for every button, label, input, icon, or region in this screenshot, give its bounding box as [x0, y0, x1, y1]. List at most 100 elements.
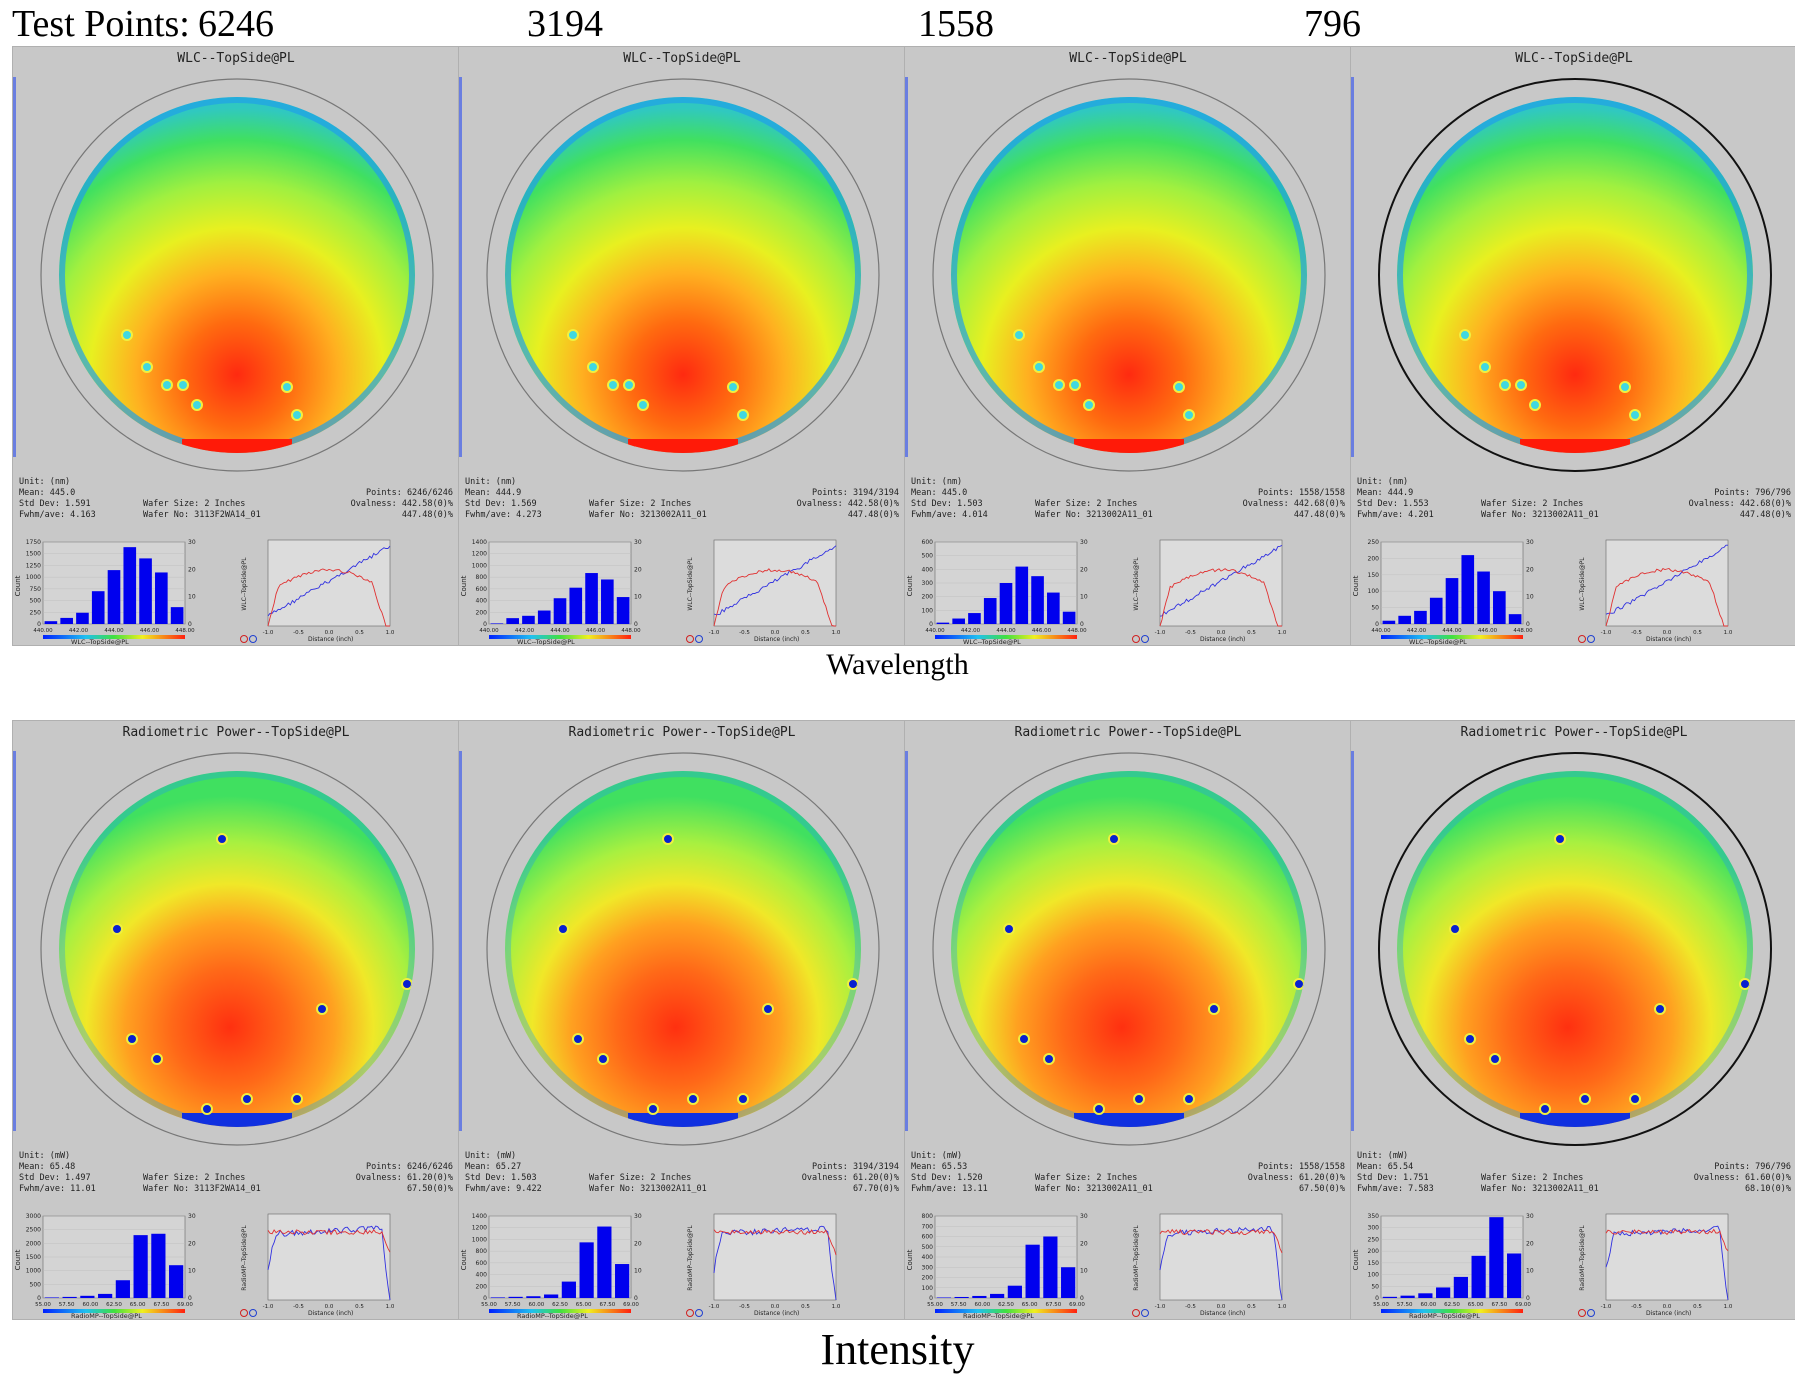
- defect-spot: [607, 379, 619, 391]
- defect-spot: [1108, 833, 1120, 845]
- wafer-size: Wafer Size: 2 Inches: [589, 499, 692, 509]
- hist-colorbar: [1381, 635, 1523, 639]
- hist-y-tick: 800: [476, 574, 488, 581]
- ovalness: Ovalness: 442.68(0)%: [1242, 499, 1345, 509]
- points-info: Points: 796/796 Ovalness: 442.68(0)% 447.4…: [1651, 488, 1791, 521]
- profile-line-red: [713, 1229, 837, 1256]
- hist-y-tick: 300: [922, 1264, 934, 1271]
- hist-bar: [1477, 571, 1490, 624]
- hist-x-label: WLC--TopSide@PL: [517, 638, 575, 646]
- zoom-out-icon: [240, 635, 248, 643]
- hist-pct-tick: 20: [1080, 566, 1088, 573]
- hist-x-tick: 446.00: [140, 628, 160, 634]
- hist-pct-tick: 10: [1526, 594, 1534, 601]
- hist-x-tick: 440.00: [33, 628, 53, 634]
- hist-pct-tick: 30: [1080, 539, 1088, 546]
- points-count: Points: 1558/1558: [1258, 1162, 1345, 1172]
- test-points-count-4: 796: [1304, 3, 1361, 45]
- test-points-label: Test Points:: [12, 3, 190, 45]
- hist-y-label: Count: [906, 575, 914, 596]
- hist-bar: [579, 1242, 594, 1298]
- defect-spot: [597, 1053, 609, 1065]
- hist-x-tick: 62.50: [998, 1302, 1014, 1308]
- hist-bar: [1471, 1255, 1486, 1298]
- stats-block: Unit: (mW) Mean: 65.53 Std Dev: 1.520 Fwhm/…: [911, 1151, 988, 1195]
- y-scale-bar: [905, 751, 908, 1131]
- points-info: Points: 6246/6246 Ovalness: 61.20(0)% 67.5…: [313, 1162, 453, 1195]
- hist-x-tick: 448.00: [1513, 628, 1533, 634]
- hist-pct-tick: 0: [634, 1295, 638, 1302]
- ovalness: Ovalness: 61.20(0)%: [355, 1173, 453, 1183]
- histogram-chart: Count 0 100 200 300 400 500 600 700 800 0 10 20 30 55.…: [906, 1213, 1088, 1319]
- ovalness: Ovalness: 61.60(0)%: [1693, 1173, 1791, 1183]
- hist-bar: [990, 1293, 1005, 1298]
- hist-bar: [972, 1295, 987, 1298]
- defect-spot: [177, 379, 189, 391]
- zoom-in-icon: [1587, 1309, 1595, 1317]
- hist-y-tick: 250: [30, 609, 42, 616]
- hist-pct-tick: 0: [634, 621, 638, 628]
- profile-y-label: RadioMP--TopSide@PL: [1133, 1225, 1140, 1291]
- hist-bar: [44, 1297, 59, 1298]
- wafer-map: [486, 78, 880, 472]
- defect-spot: [1739, 978, 1751, 990]
- hist-y-label: Count: [1352, 575, 1360, 596]
- hist-y-tick: 400: [476, 598, 488, 605]
- hist-x-tick: 55.00: [1373, 1302, 1389, 1308]
- profile-x-tick: -1.0: [1155, 1304, 1166, 1310]
- wafer-size: Wafer Size: 2 Inches: [1035, 499, 1138, 509]
- wavelength-section-label: Wavelength: [826, 648, 969, 681]
- hist-y-tick: 0: [1375, 621, 1379, 628]
- stat-fwhm: Fwhm/ave: 4.273: [465, 510, 542, 520]
- hist-pct-tick: 20: [188, 1240, 196, 1247]
- hist-x-tick: 65.00: [130, 1302, 146, 1308]
- wafer-size: Wafer Size: 2 Inches: [589, 1173, 692, 1183]
- defect-spot: [1499, 379, 1511, 391]
- profile-line-red: [267, 1229, 391, 1253]
- wafer-outline: [1378, 752, 1772, 1146]
- hist-bar: [553, 598, 567, 624]
- profile-x-label: Distance (inch): [308, 1310, 353, 1317]
- hist-pct-tick: 30: [634, 539, 642, 546]
- hist-colorbar: [489, 635, 631, 639]
- profile-x-tick: 0.5: [801, 630, 810, 636]
- hist-x-tick: 446.00: [586, 628, 606, 634]
- profile-x-tick: -1.0: [1601, 630, 1612, 636]
- wavelength-panel-2: WLC--TopSide@PL Unit: (nm) Mean: 444.9 Std …: [458, 46, 906, 646]
- hist-y-tick: 350: [1368, 1213, 1380, 1220]
- hist-x-tick: 442.00: [961, 628, 981, 634]
- stat-unit: Unit: (nm): [465, 477, 517, 487]
- profile-line-blue: [1605, 1225, 1729, 1301]
- hist-bar: [601, 579, 614, 624]
- defect-spot: [151, 1053, 163, 1065]
- zoom-in-icon: [695, 1309, 703, 1317]
- hist-pct-tick: 0: [1526, 1295, 1530, 1302]
- hist-x-tick: 57.50: [1397, 1302, 1413, 1308]
- stat-std-dev: Std Dev: 1.503: [911, 499, 983, 509]
- stats-block: Unit: (mW) Mean: 65.54 Std Dev: 1.751 Fwhm/…: [1357, 1151, 1434, 1195]
- stat-unit: Unit: (nm): [19, 477, 71, 487]
- hist-x-tick: 65.00: [1022, 1302, 1038, 1308]
- defect-spot: [1449, 923, 1461, 935]
- hist-y-tick: 200: [476, 1283, 488, 1290]
- wafer-heatmap: [505, 771, 861, 1127]
- hist-bar: [936, 1297, 951, 1298]
- wafer-info: Wafer Size: 2 Inches Wafer No: 3213002A11…: [1035, 499, 1153, 521]
- hist-pct-tick: 0: [1080, 1295, 1084, 1302]
- defect-spot: [1619, 381, 1631, 393]
- hist-y-tick: 1000: [472, 562, 487, 569]
- hist-y-tick: 600: [922, 1234, 934, 1241]
- stat-std-dev: Std Dev: 1.569: [465, 499, 537, 509]
- hist-colorbar: [1381, 1309, 1523, 1313]
- zoom-in-icon: [1587, 635, 1595, 643]
- hist-x-label: WLC--TopSide@PL: [963, 638, 1021, 646]
- ovalness: Ovalness: 442.58(0)%: [796, 499, 899, 509]
- defect-spot: [121, 329, 133, 341]
- wafer-info: Wafer Size: 2 Inches Wafer No: 3213002A11…: [1481, 1173, 1599, 1195]
- y-scale-bar: [13, 751, 16, 1131]
- hist-y-tick: 500: [30, 1281, 42, 1288]
- defect-spot: [1003, 923, 1015, 935]
- hist-pct-tick: 0: [1526, 621, 1530, 628]
- hist-bar: [983, 598, 997, 624]
- zoom-out-icon: [1132, 635, 1140, 643]
